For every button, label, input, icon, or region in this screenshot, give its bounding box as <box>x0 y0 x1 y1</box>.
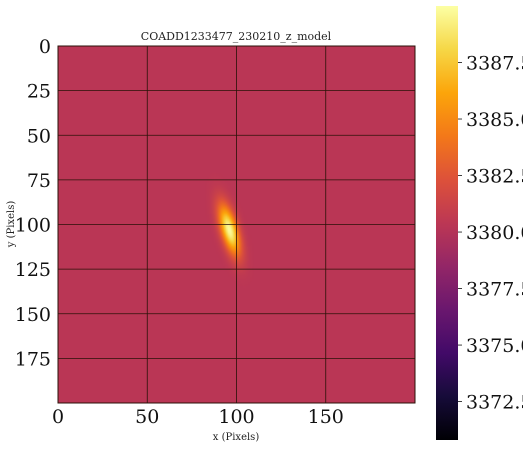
y-axis-label: y (Pixels) <box>6 201 17 249</box>
x-tick-label: 0 <box>52 406 64 428</box>
y-tick-label: 0 <box>39 36 51 58</box>
y-tick-label: 150 <box>15 304 51 326</box>
grid-lines <box>58 46 415 403</box>
colorbar-ticks: 3372.5 3375.0 3377.5 3380.0 3382.5 3385.0 3387… <box>458 53 523 414</box>
x-axis-label: x (Pixels) <box>213 432 260 443</box>
colorbar-tick-label: 3385.0 <box>466 109 523 131</box>
colorbar-gradient <box>436 6 458 440</box>
x-tick-label: 100 <box>218 406 254 428</box>
y-tick-label: 50 <box>27 125 51 147</box>
y-tick-label: 25 <box>27 81 51 103</box>
colorbar-tick-label: 3372.5 <box>466 392 523 414</box>
x-tick-label: 150 <box>308 406 344 428</box>
y-axis-ticks: 0 25 50 75 100 125 150 175 <box>15 36 51 370</box>
x-axis-ticks: 0 50 100 150 <box>52 406 344 428</box>
colorbar-tick-label: 3377.5 <box>466 279 523 301</box>
x-tick-label: 50 <box>135 406 159 428</box>
y-tick-label: 125 <box>15 259 51 281</box>
colorbar-tick-label: 3382.5 <box>466 166 523 188</box>
y-tick-label: 100 <box>15 215 51 237</box>
colorbar-tick-label: 3375.0 <box>466 335 523 357</box>
colorbar: 3372.5 3375.0 3377.5 3380.0 3382.5 3385.0 3387… <box>436 6 523 440</box>
plot-area <box>57 45 416 404</box>
y-tick-label: 175 <box>15 348 51 370</box>
colorbar-tick-label: 3387.5 <box>466 53 523 75</box>
y-tick-label: 75 <box>27 170 51 192</box>
plot-frame <box>57 45 416 404</box>
colorbar-tick-label: 3380.0 <box>466 222 523 244</box>
chart-title: COADD1233477_230210_z_model <box>141 30 332 43</box>
